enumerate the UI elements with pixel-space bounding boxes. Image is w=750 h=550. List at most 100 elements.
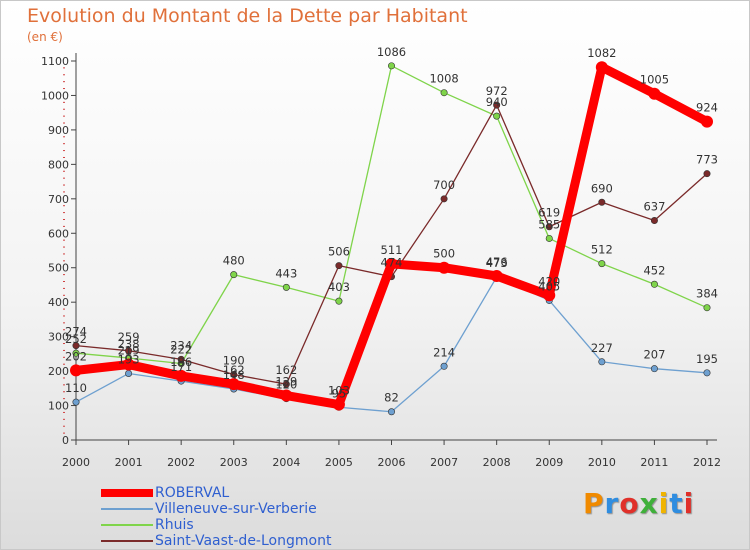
data-label: 690	[591, 181, 613, 195]
data-point	[493, 101, 501, 109]
data-label: 110	[65, 381, 87, 395]
x-tick-label: 2007	[430, 456, 458, 469]
legend-swatch	[101, 508, 153, 510]
data-point	[335, 297, 343, 305]
x-tick-label: 2003	[220, 456, 248, 469]
data-point	[545, 223, 553, 231]
data-point	[703, 369, 711, 377]
data-label: 420	[538, 274, 560, 288]
data-label: 186	[170, 355, 192, 369]
data-point	[703, 170, 711, 178]
data-point	[177, 355, 185, 363]
data-label: 227	[591, 341, 613, 355]
data-label: 234	[170, 338, 192, 352]
data-point	[493, 112, 501, 120]
data-point	[72, 398, 80, 406]
data-label: 274	[65, 325, 87, 339]
data-label: 82	[384, 391, 399, 405]
data-point	[545, 234, 553, 242]
data-point	[282, 380, 290, 388]
data-label: 207	[643, 348, 665, 362]
data-point	[703, 304, 711, 312]
data-label: 162	[275, 363, 297, 377]
data-point	[230, 271, 238, 279]
data-label: 190	[223, 354, 245, 368]
data-point	[72, 342, 80, 350]
data-point	[701, 115, 713, 128]
data-label: 585	[538, 217, 560, 231]
data-point	[387, 62, 395, 70]
data-label: 219	[118, 344, 140, 358]
x-tick-label: 2005	[325, 456, 353, 469]
data-point	[543, 289, 556, 302]
data-label: 480	[223, 254, 245, 268]
data-label: 171	[170, 360, 192, 374]
data-label: 452	[643, 263, 665, 277]
data-point	[125, 370, 133, 378]
data-label: 129	[275, 375, 297, 389]
y-tick-label: 700	[48, 193, 69, 206]
x-tick-label: 2004	[272, 456, 300, 469]
proxiti-logo: Proxiti	[583, 487, 695, 520]
data-point	[650, 280, 658, 288]
data-label: 384	[696, 287, 718, 301]
data-point	[598, 260, 606, 268]
legend-swatch	[101, 524, 153, 526]
data-point	[282, 283, 290, 291]
data-point	[70, 364, 82, 377]
data-point	[598, 198, 606, 206]
x-tick-label: 2009	[535, 456, 563, 469]
data-label: 222	[170, 343, 192, 357]
y-tick-label: 0	[62, 434, 69, 447]
data-label: 259	[118, 330, 140, 344]
data-label: 214	[433, 345, 455, 359]
data-label: 103	[328, 384, 350, 398]
data-label: 940	[486, 95, 508, 109]
y-tick-label: 300	[48, 331, 69, 344]
axes: 0 100 200 300 400 500 600 700 800 900 1000 1100 2000…	[41, 53, 721, 469]
data-label: 162	[223, 363, 245, 377]
x-tick-label: 2001	[115, 456, 143, 469]
data-point	[122, 358, 135, 371]
data-label: 1008	[429, 72, 458, 86]
data-label: 405	[538, 279, 560, 293]
data-label: 95	[332, 386, 347, 400]
data-point	[440, 89, 448, 97]
data-label: 972	[486, 84, 508, 98]
data-point	[227, 378, 240, 391]
data-point	[335, 262, 343, 270]
legend-label: Villeneuve-sur-Verberie	[155, 501, 317, 517]
series-line-rhuis	[75, 65, 708, 365]
data-point	[332, 398, 345, 411]
legend-label: ROBERVAL	[155, 485, 230, 501]
data-point	[595, 61, 608, 74]
data-point	[387, 408, 395, 416]
x-tick-label: 2000	[62, 456, 90, 469]
data-label: 120	[275, 378, 297, 392]
y-tick-label: 400	[48, 296, 69, 309]
data-label: 148	[223, 368, 245, 382]
data-label: 506	[328, 245, 350, 259]
data-point	[125, 347, 133, 355]
data-point	[648, 87, 661, 100]
data-label: 403	[328, 280, 350, 294]
y-tick-label: 500	[48, 262, 69, 275]
data-label: 700	[433, 178, 455, 192]
chart-title: Evolution du Montant de la Dette par Hab…	[27, 5, 468, 27]
data-label: 476	[486, 255, 508, 269]
data-point	[650, 365, 658, 373]
x-tick-label: 2008	[483, 456, 511, 469]
x-tick-label: 2002	[167, 456, 195, 469]
legend-swatch	[101, 489, 153, 497]
x-tick-label: 2010	[588, 456, 616, 469]
data-point	[490, 269, 503, 282]
data-label: 1005	[640, 73, 669, 87]
legend-label: Rhuis	[155, 517, 194, 533]
y-tick-label: 800	[48, 158, 69, 171]
data-point	[72, 349, 80, 357]
data-label: 1086	[377, 45, 406, 59]
legend-label: Saint-Vaast-de-Longmont	[155, 533, 332, 549]
